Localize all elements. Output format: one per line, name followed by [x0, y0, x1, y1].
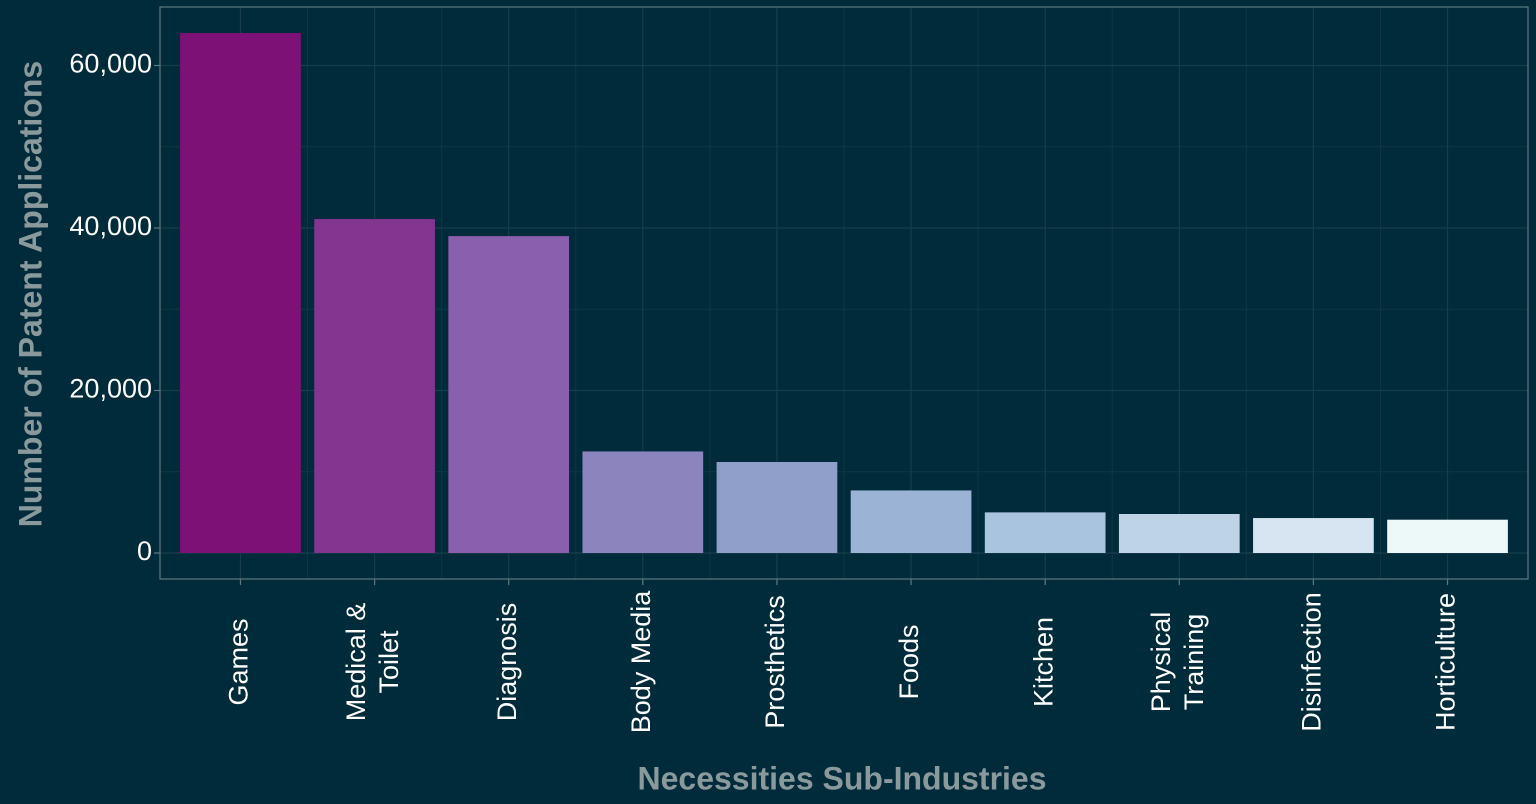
bar-disinfection: [1253, 518, 1374, 553]
bar-medical-toilet: [314, 219, 435, 553]
bars: [180, 33, 1508, 553]
x-tick-label-line: Games: [224, 618, 254, 705]
x-tick-label: Disinfection: [1297, 592, 1327, 732]
x-tick-label: Foods: [894, 624, 924, 699]
y-tick-label: 40,000: [69, 211, 152, 241]
x-tick-label-line: Horticulture: [1431, 593, 1461, 731]
x-tick-label-line: Diagnosis: [492, 603, 522, 722]
y-tick-label: 0: [137, 536, 152, 566]
x-tick-label-line: Disinfection: [1297, 592, 1327, 732]
x-tick-label-line: Kitchen: [1028, 617, 1058, 707]
x-tick-label: Diagnosis: [492, 603, 522, 722]
x-tick-label: Kitchen: [1028, 617, 1058, 707]
y-axis-title: Number of Patent Applications: [12, 61, 48, 527]
panel-border: [159, 6, 1529, 580]
x-tick-label: Body Media: [626, 590, 656, 734]
x-tick-label-line: Body Media: [626, 590, 656, 734]
x-axis-title: Necessities Sub-Industries: [637, 760, 1046, 796]
x-tick-label-line: Medical &: [341, 603, 371, 722]
x-tick-label-line: Prosthetics: [760, 595, 790, 729]
bar-foods: [850, 490, 972, 553]
x-tick-label: Games: [224, 618, 254, 705]
x-tick-label: Medical & Toilet: [341, 603, 404, 722]
x-tick-label: Physical Training: [1146, 612, 1209, 713]
bar-games: [180, 33, 301, 553]
x-tick-label-line: Toilet: [374, 630, 404, 694]
y-tick-label: 20,000: [69, 374, 152, 404]
bar-horticulture: [1387, 519, 1508, 553]
x-tick-label: Horticulture: [1431, 593, 1461, 731]
bar-prosthetics: [716, 462, 838, 553]
bar-kitchen: [984, 512, 1106, 553]
bar-diagnosis: [448, 236, 570, 553]
x-tick-label: Prosthetics: [760, 595, 790, 729]
y-tick-label: 60,000: [69, 49, 152, 79]
axes: 0 20,000 40,000 60,000 Games Medical & Toilet D…: [69, 49, 1460, 734]
x-tick-label-line: Foods: [894, 624, 924, 699]
bar-body-media: [582, 451, 704, 553]
x-tick-label-line: Training: [1179, 614, 1209, 711]
bar-physical-training: [1118, 514, 1240, 553]
x-tick-label-line: Physical: [1146, 612, 1176, 713]
